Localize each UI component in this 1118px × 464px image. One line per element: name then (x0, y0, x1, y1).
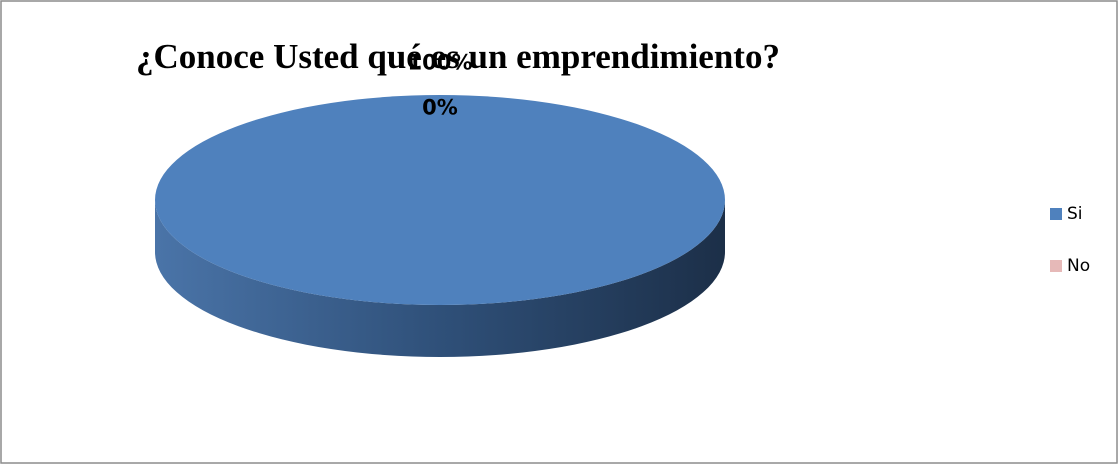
legend-label: No (1067, 256, 1090, 276)
data-label: 0% (422, 96, 458, 120)
data-label: 100% (408, 51, 473, 75)
legend-label: Si (1067, 204, 1083, 224)
pie-slice (155, 95, 725, 305)
legend-swatch (1050, 208, 1062, 220)
legend-swatch (1050, 260, 1062, 272)
chart-title: ¿Conoce Usted qué es un emprendimiento? (136, 37, 780, 76)
pie-side (155, 200, 725, 357)
